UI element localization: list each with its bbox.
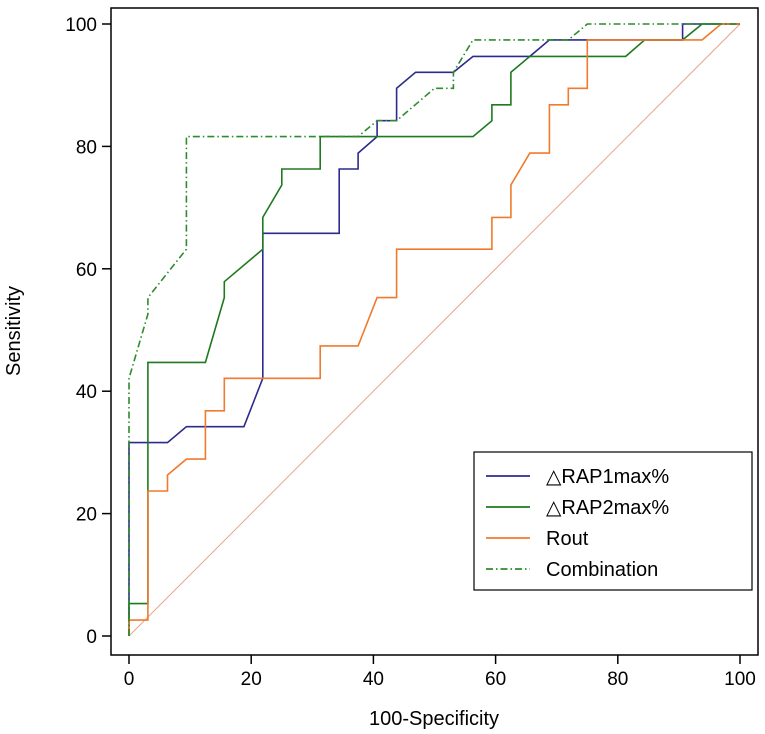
y-tick-label: 80 <box>76 137 97 158</box>
y-tick-label: 40 <box>76 382 97 403</box>
legend-label-3: Combination <box>546 559 658 581</box>
series-layer <box>128 23 740 636</box>
x-tick-label: 80 <box>607 669 628 690</box>
legend-box <box>473 451 753 591</box>
y-tick-label: 100 <box>65 15 97 36</box>
y-tick-label: 0 <box>86 627 97 648</box>
y-tick-label: 60 <box>76 260 97 281</box>
series-line-3 <box>128 23 740 636</box>
legend-items: △RAP1max% △RAP2max% Rout Combination <box>486 466 669 581</box>
x-axis: 0 20 40 60 80 100 <box>124 655 756 690</box>
x-tick-label: 0 <box>124 669 135 690</box>
legend-label-2: Rout <box>546 528 589 550</box>
legend: △RAP1max% △RAP2max% Rout Combination <box>473 451 753 591</box>
series-line-1 <box>128 23 740 636</box>
x-tick-label: 60 <box>485 669 506 690</box>
legend-label-1: △RAP2max% <box>546 497 669 519</box>
x-axis-title: 100-Specificity <box>369 708 499 730</box>
y-tick-label: 20 <box>76 505 97 526</box>
reference-diagonal-line <box>128 23 741 637</box>
y-axis-title: Sensitivity <box>3 286 25 376</box>
legend-label-0: △RAP1max% <box>546 466 669 488</box>
series-line-2 <box>128 23 740 636</box>
x-tick-label: 100 <box>724 669 756 690</box>
plot-frame <box>110 7 759 656</box>
x-tick-label: 20 <box>241 669 262 690</box>
reference-layer <box>128 23 741 637</box>
x-tick-label: 40 <box>363 669 384 690</box>
y-axis: 0 20 40 60 80 100 <box>65 15 111 648</box>
